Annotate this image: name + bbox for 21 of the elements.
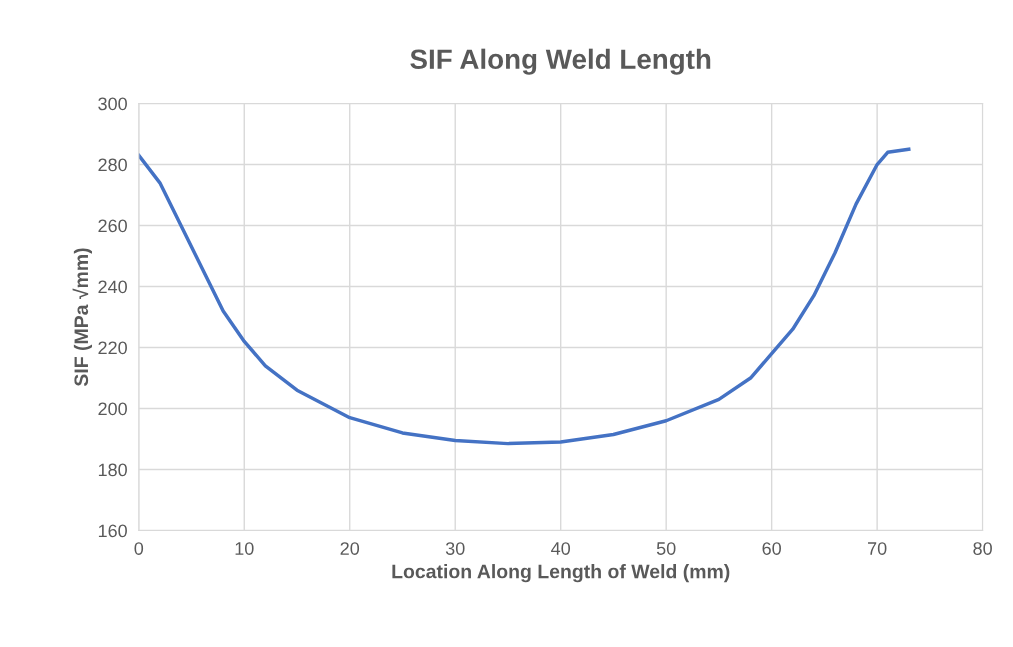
y-tick-label: 240	[98, 280, 127, 294]
x-tick-label: 40	[551, 542, 571, 555]
x-tick-label: 60	[762, 542, 781, 555]
x-tick-label: 80	[973, 542, 992, 555]
x-tick-label: 0	[134, 542, 144, 555]
y-tick-label: 280	[98, 158, 127, 172]
y-tick-label: 160	[98, 524, 127, 538]
x-axis-title: Location Along Length of Weld (mm)	[392, 564, 730, 583]
y-tick-label: 200	[98, 402, 127, 416]
y-tick-label: 300	[98, 97, 127, 111]
y-tick-label: 180	[98, 463, 127, 477]
y-tick-label: 220	[98, 341, 127, 355]
x-tick-label: 50	[656, 542, 676, 555]
y-axis-title: SIF (MPa √mm)	[72, 248, 92, 387]
x-tick-label: 20	[340, 542, 360, 555]
chart-title: SIF Along Weld Length	[410, 48, 711, 75]
y-tick-label: 260	[98, 219, 127, 233]
line-series	[138, 147, 911, 446]
x-tick-label: 10	[235, 542, 254, 555]
x-tick-label: 70	[868, 542, 887, 555]
x-tick-label: 30	[445, 542, 465, 555]
